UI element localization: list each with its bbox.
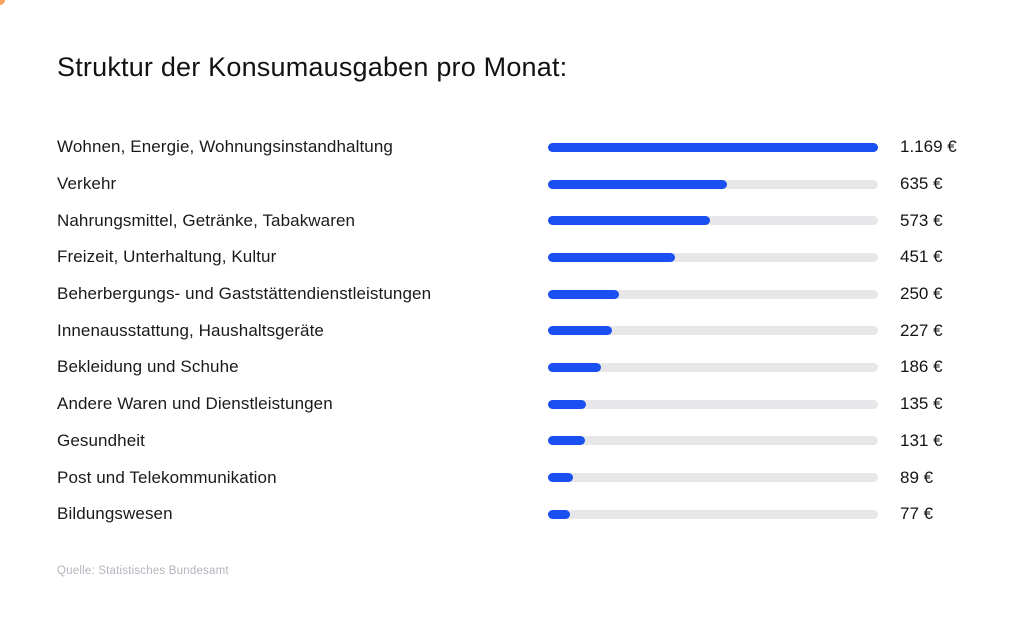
bar-track	[548, 252, 878, 262]
category-label: Innenausstattung, Haushaltsgeräte	[57, 320, 324, 340]
bar-row: Bekleidung und Schuhe 186 €	[57, 349, 967, 386]
value-label: 1.169 €	[900, 137, 957, 157]
category-label: Post und Telekommunikation	[57, 467, 277, 487]
value-label: 77 €	[900, 504, 934, 524]
bar-row: Andere Waren und Dienstleistungen 135 €	[57, 386, 967, 423]
corner-artifact	[0, 0, 5, 5]
bar-row: Gesundheit 131 €	[57, 423, 967, 460]
chart-title: Struktur der Konsumausgaben pro Monat:	[57, 52, 568, 82]
value-label: 227 €	[900, 320, 943, 340]
bar-track	[548, 289, 878, 299]
bar-track	[548, 179, 878, 189]
source-note: Quelle: Statistisches Bundesamt	[57, 565, 229, 577]
bar-row: Nahrungsmittel, Getränke, Tabakwaren 573…	[57, 202, 967, 239]
value-label: 250 €	[900, 284, 943, 304]
value-label: 186 €	[900, 357, 943, 377]
bar-row: Beherbergungs- und Gaststättendienstleis…	[57, 276, 967, 313]
value-label: 131 €	[900, 430, 943, 450]
bar-fill	[548, 252, 676, 262]
bar-track	[548, 399, 878, 409]
bar-row: Bildungswesen 77 €	[57, 496, 967, 533]
bar-fill	[548, 216, 710, 226]
bar-row: Verkehr 635 €	[57, 166, 967, 203]
bar-track	[548, 473, 878, 483]
bar-track	[548, 436, 878, 446]
bar-fill	[548, 509, 570, 519]
category-label: Verkehr	[57, 174, 117, 194]
bar-fill	[548, 399, 587, 409]
category-label: Freizeit, Unterhaltung, Kultur	[57, 247, 277, 267]
bar-fill	[548, 179, 728, 189]
bar-fill	[548, 289, 619, 299]
category-label: Wohnen, Energie, Wohnungsinstandhaltung	[57, 137, 393, 157]
bar-track	[548, 509, 878, 519]
bar-track	[548, 326, 878, 336]
category-label: Nahrungsmittel, Getränke, Tabakwaren	[57, 210, 356, 230]
bar-track	[548, 142, 878, 152]
bar-track	[548, 216, 878, 226]
bar-chart: Wohnen, Energie, Wohnungsinstandhaltung …	[57, 129, 967, 533]
value-label: 451 €	[900, 247, 943, 267]
bar-fill	[548, 473, 574, 483]
bar-fill	[548, 142, 878, 152]
bar-track	[548, 362, 878, 372]
category-label: Gesundheit	[57, 430, 145, 450]
value-label: 135 €	[900, 394, 943, 414]
category-label: Bekleidung und Schuhe	[57, 357, 239, 377]
category-label: Beherbergungs- und Gaststättendienstleis…	[57, 284, 432, 304]
value-label: 89 €	[900, 467, 934, 487]
bar-fill	[548, 436, 585, 446]
bar-row: Post und Telekommunikation 89 €	[57, 459, 967, 496]
bar-fill	[548, 326, 613, 336]
bar-fill	[548, 362, 601, 372]
bar-row: Freizeit, Unterhaltung, Kultur 451 €	[57, 239, 967, 276]
bar-row: Wohnen, Energie, Wohnungsinstandhaltung …	[57, 129, 967, 166]
category-label: Andere Waren und Dienstleistungen	[57, 394, 333, 414]
category-label: Bildungswesen	[57, 504, 173, 524]
value-label: 635 €	[900, 174, 943, 194]
bar-row: Innenausstattung, Haushaltsgeräte 227 €	[57, 312, 967, 349]
value-label: 573 €	[900, 210, 943, 230]
